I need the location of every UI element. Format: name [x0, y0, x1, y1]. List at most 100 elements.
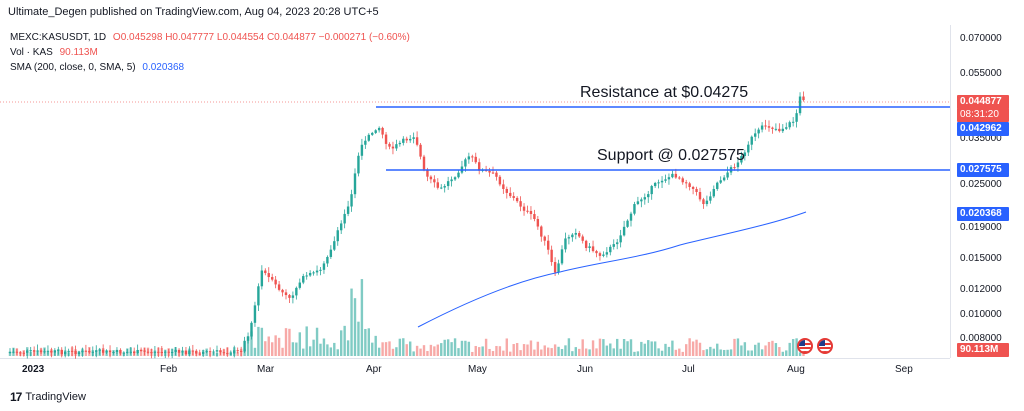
candle-body — [364, 140, 367, 145]
volume-bar — [622, 339, 626, 356]
volume-bar — [567, 338, 571, 356]
volume-bar — [264, 341, 267, 356]
volume-label[interactable]: Vol · KAS — [10, 47, 53, 58]
candle-body — [681, 178, 684, 183]
candle-body — [595, 251, 598, 254]
volume-bar — [791, 339, 795, 356]
tradingview-logo-icon[interactable]: 17 — [10, 390, 22, 404]
volume-bar — [402, 338, 405, 356]
volume-bar — [419, 348, 422, 356]
symbol-legend: MEXC:KASUSDT, 1D O0.045298 H0.047777 L0.… — [10, 32, 410, 43]
candle-body — [340, 223, 343, 231]
candle-body — [174, 349, 177, 353]
volume-bar — [312, 339, 315, 356]
volume-bar — [750, 350, 753, 356]
support-annotation[interactable]: Support @ 0.027575 — [597, 147, 745, 164]
candle-body — [391, 146, 395, 149]
candle-body — [46, 350, 50, 352]
sma-price-tag: 0.020368 — [957, 207, 1009, 221]
volume-bar — [415, 345, 419, 356]
volume-bar — [674, 349, 678, 356]
volume-bar — [353, 298, 357, 356]
candle-body — [726, 172, 729, 178]
tradingview-brand[interactable]: TradingView — [25, 391, 86, 403]
candle-body — [402, 138, 405, 143]
volume-bar — [584, 348, 588, 356]
volume-bar — [139, 349, 143, 356]
candle-body — [440, 187, 443, 189]
volume-bar — [653, 341, 657, 356]
candle-body — [281, 289, 284, 293]
candle-body — [8, 351, 12, 353]
volume-bar — [798, 352, 802, 356]
resistance-annotation[interactable]: Resistance at $0.04275 — [580, 84, 749, 101]
volume-bar — [502, 350, 505, 356]
candle-body — [39, 350, 43, 353]
candle-body — [377, 127, 381, 131]
volume-bar — [678, 348, 681, 356]
candle-body — [526, 210, 529, 212]
volume-bar — [754, 344, 757, 356]
volume-bar — [771, 340, 774, 356]
candle-body — [564, 238, 567, 250]
candle-body — [112, 351, 115, 353]
candle-body — [588, 246, 591, 249]
volume-bar — [305, 326, 308, 356]
time-label: 2023 — [22, 364, 45, 375]
volume-bar — [691, 341, 695, 356]
candle-body — [43, 351, 46, 353]
price-tick: 0.008000 — [960, 333, 1002, 344]
candle-body — [153, 351, 157, 353]
volume-bars — [8, 279, 805, 356]
volume-bar — [591, 340, 595, 356]
volume-bar — [560, 349, 564, 356]
candle-body — [643, 197, 646, 200]
candle-body — [798, 96, 802, 114]
volume-bar — [481, 346, 484, 356]
time-label: Mar — [257, 364, 275, 375]
volume-bar — [105, 352, 108, 356]
candle-body — [778, 128, 781, 132]
volume-bar — [295, 342, 298, 356]
volume-bar — [302, 348, 305, 356]
volume-bar — [274, 335, 277, 356]
support-price-tag: 0.027575 — [957, 163, 1009, 177]
symbol-label[interactable]: MEXC:KASUSDT, 1D — [10, 32, 107, 43]
volume-bar — [767, 341, 771, 356]
volume-bar — [657, 348, 660, 356]
candle-body — [736, 162, 740, 168]
candle-body — [139, 349, 143, 351]
candle-body — [691, 186, 695, 189]
candle-body — [578, 233, 581, 237]
volume-bar — [443, 339, 446, 356]
candle-body — [598, 253, 602, 256]
candle-body — [647, 194, 650, 198]
volume-bar — [522, 344, 526, 356]
sma-label[interactable]: SMA (200, close, 0, SMA, 5) — [10, 62, 136, 73]
candle-body — [498, 176, 502, 185]
candle-body — [426, 169, 429, 177]
us-flag-event-icon[interactable] — [817, 338, 833, 354]
candle-body — [522, 206, 526, 211]
candle-body — [405, 138, 408, 141]
candle-body — [733, 167, 736, 169]
candle-body — [591, 246, 595, 252]
volume-bar — [422, 345, 426, 356]
volume-bar — [553, 344, 557, 356]
volume-bar — [602, 339, 605, 356]
candle-body — [126, 351, 129, 353]
candle-body — [515, 197, 519, 202]
volume-bar — [536, 341, 540, 356]
candle-body — [388, 143, 391, 147]
volume-bar — [636, 351, 640, 356]
volume-bar — [781, 351, 784, 356]
candle-body — [650, 186, 653, 195]
us-flag-event-icon[interactable] — [797, 338, 813, 354]
volume-bar — [381, 342, 384, 356]
volume-bar — [740, 345, 743, 356]
candle-body — [781, 128, 784, 132]
candle-body — [19, 352, 22, 354]
volume-bar — [695, 339, 698, 356]
candle-body — [274, 279, 277, 285]
